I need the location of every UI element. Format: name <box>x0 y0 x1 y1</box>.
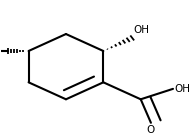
Text: OH: OH <box>175 84 191 94</box>
Text: OH: OH <box>133 25 149 35</box>
Text: O: O <box>147 125 155 135</box>
